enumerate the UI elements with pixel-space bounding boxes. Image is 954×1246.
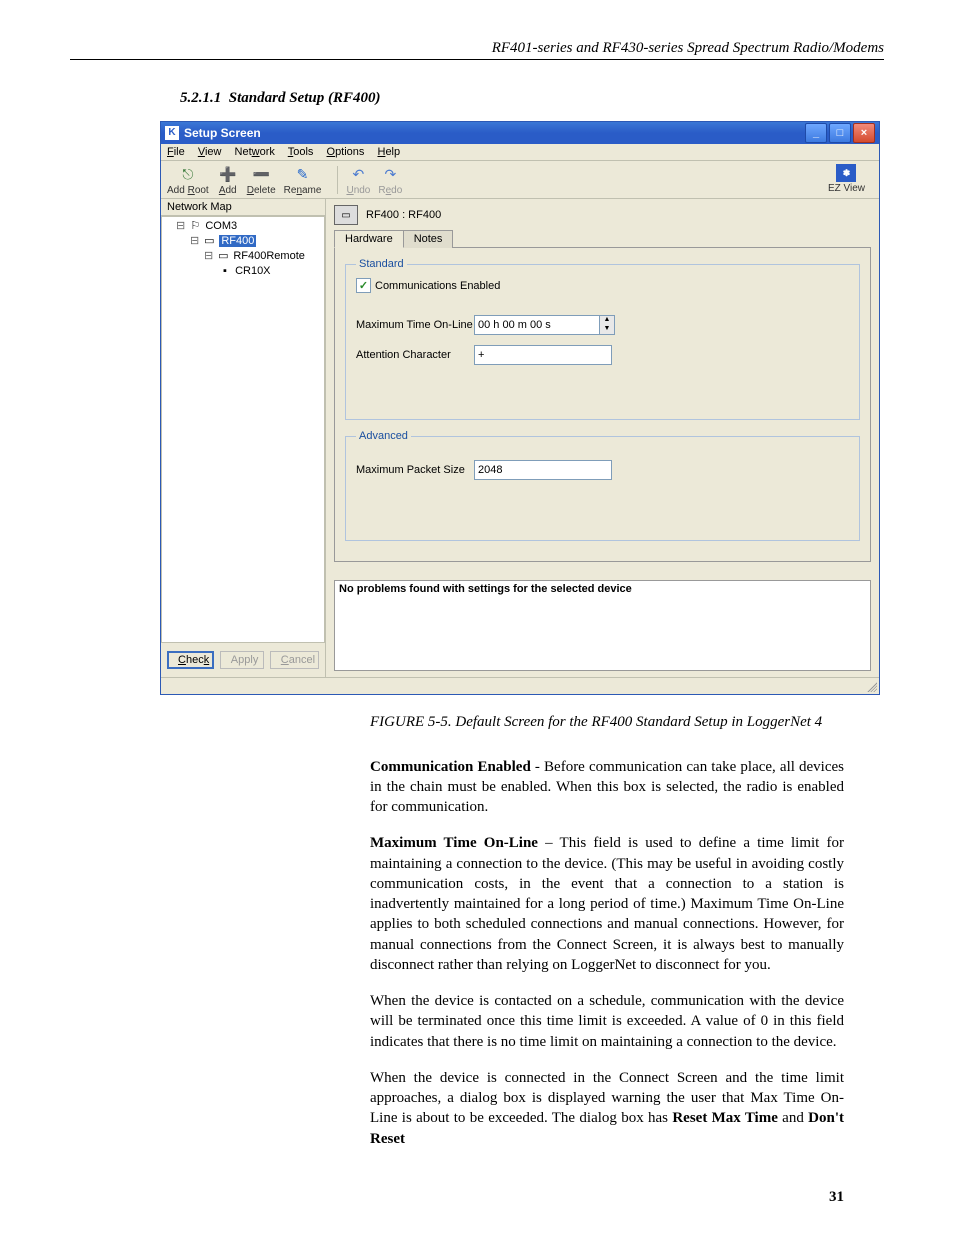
tree-cr10x[interactable]: ▪ CR10X: [164, 264, 322, 278]
page-header: RF401-series and RF430-series Spread Spe…: [70, 40, 884, 57]
apply-button[interactable]: Apply: [220, 651, 264, 669]
window-title: Setup Screen: [184, 126, 805, 140]
header-rule: [70, 59, 884, 60]
tree-com3[interactable]: ⊟ ⚐ COM3: [164, 219, 322, 234]
menu-network[interactable]: Network: [235, 146, 275, 158]
tree-com3-label: COM3: [205, 220, 237, 232]
network-tree[interactable]: ⊟ ⚐ COM3 ⊟ ▭ RF400 ⊟ ▭ RF400Remote ▪ CR1…: [161, 216, 325, 643]
cancel-button[interactable]: Cancel: [270, 651, 319, 669]
hardware-panel: Standard ✓ Communications Enabled Maximu…: [334, 247, 871, 562]
spin-up-icon[interactable]: ▲: [600, 316, 614, 325]
menu-file[interactable]: File: [167, 146, 185, 158]
advanced-legend: Advanced: [356, 430, 411, 442]
ez-view-icon: ✽: [836, 164, 856, 182]
status-box: No problems found with settings for the …: [334, 580, 871, 671]
tree-rf400-label: RF400: [219, 235, 256, 247]
toolbar-separator: [337, 166, 338, 194]
para-connect-screen: When the device is connected in the Conn…: [370, 1068, 844, 1149]
max-time-label: Maximum Time On-Line: [356, 319, 474, 331]
delete-icon: ➖: [250, 164, 272, 184]
para4-c: and: [778, 1110, 808, 1126]
network-map-header: Network Map: [161, 199, 325, 216]
app-icon: K: [165, 126, 179, 140]
max-time-input[interactable]: [474, 315, 600, 335]
setup-screenshot: K Setup Screen _ □ × File View Network T…: [160, 121, 880, 695]
minimize-button[interactable]: _: [805, 123, 827, 143]
toolbar: ⎋ Add Root ➕ Add ➖ Delete ✎ Rename: [161, 161, 879, 199]
tree-rf400[interactable]: ⊟ ▭ RF400: [164, 234, 322, 249]
page-number: 31: [70, 1189, 844, 1206]
menu-tools[interactable]: Tools: [288, 146, 314, 158]
toolbar-add-root[interactable]: ⎋ Add Root: [167, 164, 209, 196]
device-icon: ▭: [334, 205, 358, 225]
device-title: RF400 : RF400: [366, 209, 441, 221]
figure-caption: FIGURE 5-5. Default Screen for the RF400…: [370, 713, 884, 733]
attn-char-label: Attention Character: [356, 349, 474, 361]
para4-b: Reset Max Time: [672, 1110, 778, 1126]
standard-legend: Standard: [356, 258, 407, 270]
ez-view-label: EZ View: [828, 183, 865, 194]
tree-cr10x-label: CR10X: [235, 265, 270, 277]
section-number: 5.2.1.1: [180, 90, 221, 106]
resize-grip-icon[interactable]: [865, 680, 877, 692]
para2-lead: Maximum Time On-Line: [370, 835, 538, 851]
right-pane: ▭ RF400 : RF400 Hardware Notes Standard …: [326, 199, 879, 677]
menu-help[interactable]: Help: [377, 146, 400, 158]
para2-rest: – This field is used to define a time li…: [370, 835, 844, 973]
tabs: Hardware Notes: [334, 229, 871, 247]
section-title: Standard Setup (RF400): [229, 90, 381, 106]
toolbar-redo[interactable]: ↷ Redo: [378, 164, 402, 196]
max-packet-input[interactable]: [474, 460, 612, 480]
tree-rf400remote[interactable]: ⊟ ▭ RF400Remote: [164, 249, 322, 264]
standard-fieldset: Standard ✓ Communications Enabled Maximu…: [345, 258, 860, 420]
redo-icon: ↷: [379, 164, 401, 184]
menu-options[interactable]: Options: [327, 146, 365, 158]
toolbar-rename[interactable]: ✎ Rename: [284, 164, 322, 196]
advanced-fieldset: Advanced Maximum Packet Size: [345, 430, 860, 541]
titlebar: K Setup Screen _ □ ×: [161, 122, 879, 144]
left-pane: Network Map ⊟ ⚐ COM3 ⊟ ▭ RF400 ⊟ ▭ RF400…: [161, 199, 326, 677]
section-heading: 5.2.1.1 Standard Setup (RF400): [180, 90, 884, 107]
para-schedule: When the device is contacted on a schedu…: [370, 991, 844, 1052]
setup-window: K Setup Screen _ □ × File View Network T…: [160, 121, 880, 695]
menubar: File View Network Tools Options Help: [161, 144, 879, 161]
status-text: No problems found with settings for the …: [339, 583, 632, 595]
tree-rf400remote-label: RF400Remote: [233, 250, 305, 262]
add-root-icon: ⎋: [177, 164, 199, 184]
toolbar-delete[interactable]: ➖ Delete: [247, 164, 276, 196]
max-packet-label: Maximum Packet Size: [356, 464, 474, 476]
menu-view[interactable]: View: [198, 146, 222, 158]
tab-hardware[interactable]: Hardware: [334, 230, 404, 248]
attn-char-input[interactable]: [474, 345, 612, 365]
close-button[interactable]: ×: [853, 123, 875, 143]
check-button[interactable]: Check: [167, 651, 214, 669]
device-header: ▭ RF400 : RF400: [334, 205, 871, 225]
toolbar-add[interactable]: ➕ Add: [217, 164, 239, 196]
max-time-spinner[interactable]: ▲ ▼: [600, 315, 615, 335]
para-max-time: Maximum Time On-Line – This field is use…: [370, 833, 844, 975]
comm-enabled-label: Communications Enabled: [375, 280, 500, 292]
para1-lead: Communication Enabled: [370, 759, 531, 775]
comm-enabled-row: ✓ Communications Enabled: [356, 278, 849, 293]
maximize-button[interactable]: □: [829, 123, 851, 143]
statusbar: [161, 677, 879, 694]
spin-down-icon[interactable]: ▼: [600, 325, 614, 334]
add-icon: ➕: [217, 164, 239, 184]
comm-enabled-checkbox[interactable]: ✓: [356, 278, 371, 293]
undo-icon: ↶: [347, 164, 369, 184]
para-comm-enabled: Communication Enabled - Before communica…: [370, 757, 844, 818]
toolbar-undo[interactable]: ↶ Undo: [346, 164, 370, 196]
rename-icon: ✎: [292, 164, 314, 184]
toolbar-ez-view[interactable]: ✽ EZ View: [828, 164, 865, 194]
tab-notes[interactable]: Notes: [403, 230, 454, 248]
